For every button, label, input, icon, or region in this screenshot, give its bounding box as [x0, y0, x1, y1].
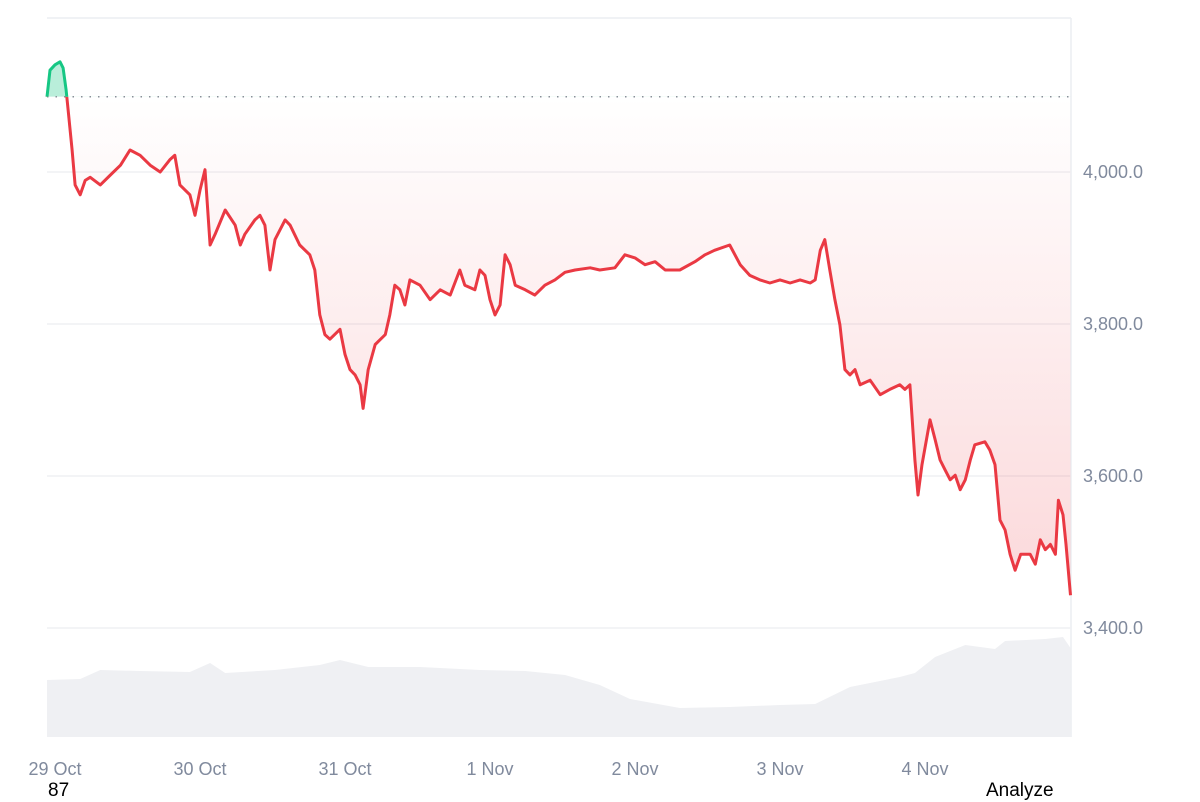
x-tick-label: 4 Nov [901, 759, 948, 779]
volume-layer [47, 637, 1071, 737]
x-tick-label: 2 Nov [611, 759, 658, 779]
x-tick-label: 1 Nov [466, 759, 513, 779]
volume-area [47, 637, 1071, 737]
y-tick-label: 3,400.0 [1083, 618, 1143, 638]
area-fill-layer [47, 61, 1071, 596]
price-line-layer [45, 60, 1072, 596]
y-tick-label: 3,600.0 [1083, 466, 1143, 486]
x-tick-label: 30 Oct [173, 759, 226, 779]
below-reference-fill [47, 96, 1071, 596]
footer-left-label: 87 [48, 780, 70, 801]
x-tick-label: 31 Oct [318, 759, 371, 779]
price-line-below [46, 96, 1072, 596]
analyze-button[interactable]: Analyze [986, 780, 1054, 801]
x-tick-label: 3 Nov [756, 759, 803, 779]
y-tick-label: 3,800.0 [1083, 314, 1143, 334]
y-tick-label: 4,000.0 [1083, 162, 1143, 182]
tick-label-layer: 4,000.0 3,800.0 3,600.0 3,400.0 29 Oct 30 Oct… [28, 162, 1143, 779]
x-tick-label: 29 Oct [28, 759, 81, 779]
